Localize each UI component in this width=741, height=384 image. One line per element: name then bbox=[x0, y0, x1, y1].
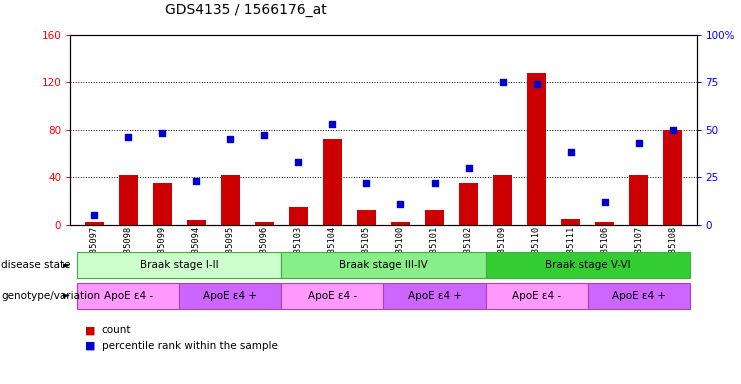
Bar bbox=[221, 175, 239, 225]
Point bbox=[531, 81, 542, 87]
Bar bbox=[459, 183, 478, 225]
Point bbox=[327, 121, 339, 127]
Text: GDS4135 / 1566176_at: GDS4135 / 1566176_at bbox=[165, 3, 327, 17]
Text: ApoE ε4 +: ApoE ε4 + bbox=[203, 291, 257, 301]
Text: ApoE ε4 +: ApoE ε4 + bbox=[408, 291, 462, 301]
Text: Braak stage V-VI: Braak stage V-VI bbox=[545, 260, 631, 270]
Point bbox=[565, 149, 576, 156]
Point bbox=[88, 212, 100, 218]
Point bbox=[667, 127, 679, 133]
Point bbox=[156, 130, 168, 136]
Text: count: count bbox=[102, 325, 131, 335]
Point bbox=[599, 199, 611, 205]
Bar bbox=[561, 219, 580, 225]
Bar bbox=[494, 175, 512, 225]
Bar bbox=[357, 210, 376, 225]
Point bbox=[496, 79, 508, 85]
Point bbox=[225, 136, 236, 142]
Point bbox=[122, 134, 134, 140]
Bar bbox=[425, 210, 444, 225]
Bar bbox=[289, 207, 308, 225]
Text: ApoE ε4 -: ApoE ε4 - bbox=[512, 291, 561, 301]
Bar bbox=[629, 175, 648, 225]
Text: ApoE ε4 +: ApoE ε4 + bbox=[611, 291, 665, 301]
Bar bbox=[595, 222, 614, 225]
Point bbox=[633, 140, 645, 146]
Bar bbox=[119, 175, 138, 225]
Bar bbox=[255, 222, 273, 225]
Point bbox=[259, 132, 270, 138]
Text: ►: ► bbox=[63, 291, 70, 301]
Bar bbox=[153, 183, 172, 225]
Text: ►: ► bbox=[63, 261, 70, 270]
Bar bbox=[528, 73, 546, 225]
Bar bbox=[85, 222, 104, 225]
Text: ■: ■ bbox=[85, 325, 96, 335]
Point bbox=[428, 180, 440, 186]
Point bbox=[293, 159, 305, 165]
Text: Braak stage I-II: Braak stage I-II bbox=[140, 260, 219, 270]
Bar bbox=[391, 222, 410, 225]
Point bbox=[462, 165, 474, 171]
Text: disease state: disease state bbox=[1, 260, 71, 270]
Text: genotype/variation: genotype/variation bbox=[1, 291, 101, 301]
Text: ■: ■ bbox=[85, 341, 96, 351]
Text: percentile rank within the sample: percentile rank within the sample bbox=[102, 341, 277, 351]
Bar bbox=[663, 130, 682, 225]
Text: ApoE ε4 -: ApoE ε4 - bbox=[308, 291, 357, 301]
Point bbox=[361, 180, 373, 186]
Text: Braak stage III-IV: Braak stage III-IV bbox=[339, 260, 428, 270]
Bar bbox=[187, 220, 206, 225]
Point bbox=[394, 201, 406, 207]
Point bbox=[190, 178, 202, 184]
Bar bbox=[323, 139, 342, 225]
Text: ApoE ε4 -: ApoE ε4 - bbox=[104, 291, 153, 301]
